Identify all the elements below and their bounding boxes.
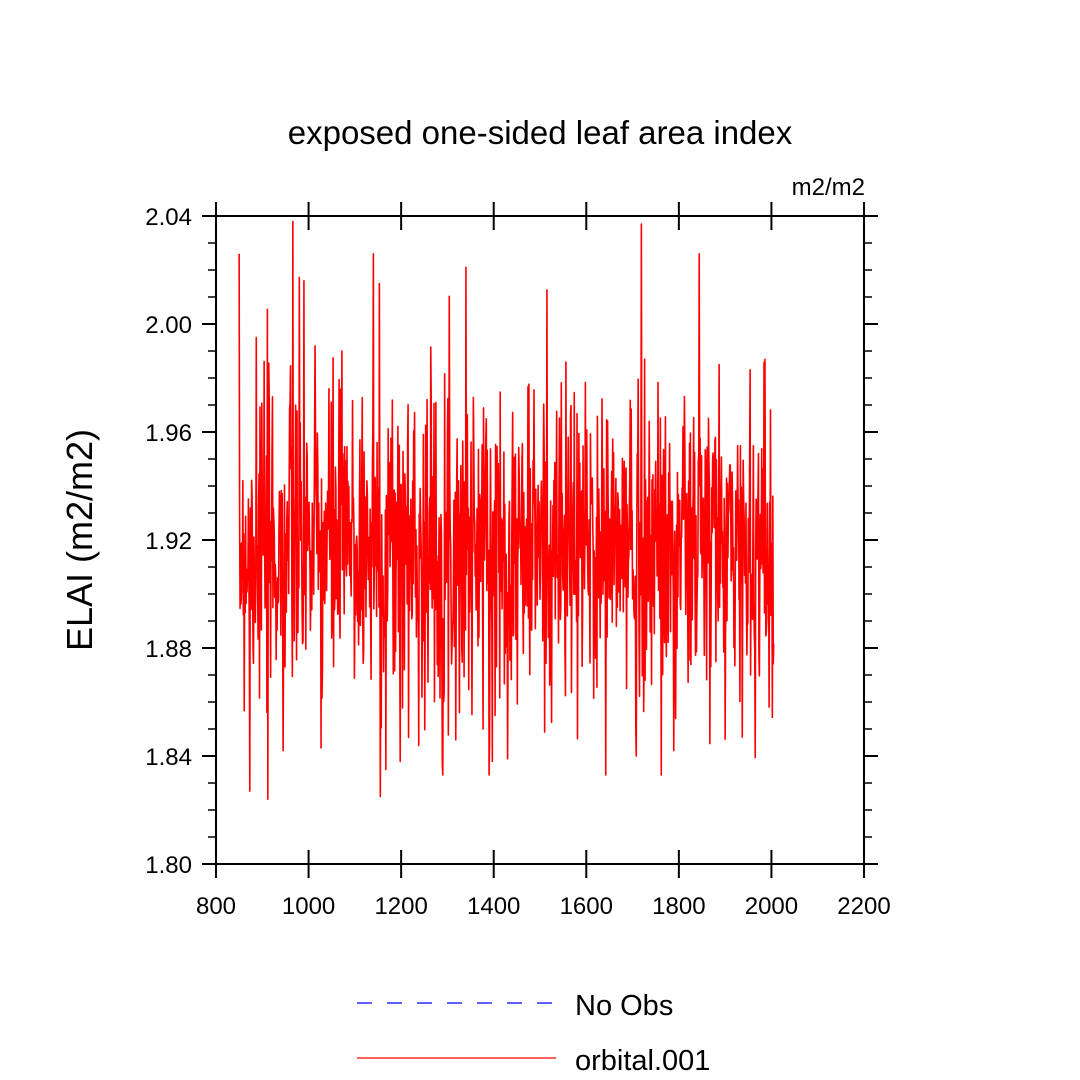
x-tick-label: 1000 xyxy=(282,893,335,920)
x-tick-label: 800 xyxy=(196,893,236,920)
chart-title: exposed one-sided leaf area index xyxy=(288,114,793,151)
x-tick-label: 1800 xyxy=(652,893,705,920)
y-tick-label: 1.92 xyxy=(145,528,192,555)
series-line-orbital-001 xyxy=(238,220,775,801)
legend-label: No Obs xyxy=(575,990,673,1022)
legend-label: orbital.001 xyxy=(575,1045,710,1077)
y-tick-label: 1.88 xyxy=(145,636,192,663)
legend: No Obs orbital.001 xyxy=(357,990,710,1077)
y-tick-label: 1.96 xyxy=(145,420,192,447)
x-tick-label: 1200 xyxy=(374,893,427,920)
y-tick-label: 2.04 xyxy=(145,204,192,231)
y-tick-label: 1.80 xyxy=(145,852,192,879)
x-tick-label: 2000 xyxy=(745,893,798,920)
series-layer xyxy=(238,220,775,801)
x-tick-label: 1600 xyxy=(560,893,613,920)
x-tick-label: 1400 xyxy=(467,893,520,920)
units-label: m2/m2 xyxy=(792,174,865,201)
y-tick-label: 1.84 xyxy=(145,744,192,771)
y-tick-label: 2.00 xyxy=(145,312,192,339)
x-tick-label: 2200 xyxy=(837,893,890,920)
ticks-layer: 800 1000 1200 1400 1600 1800 2000 2200 1.80 1.84 1… xyxy=(145,202,891,920)
y-axis-label: ELAI (m2/m2) xyxy=(59,429,100,651)
